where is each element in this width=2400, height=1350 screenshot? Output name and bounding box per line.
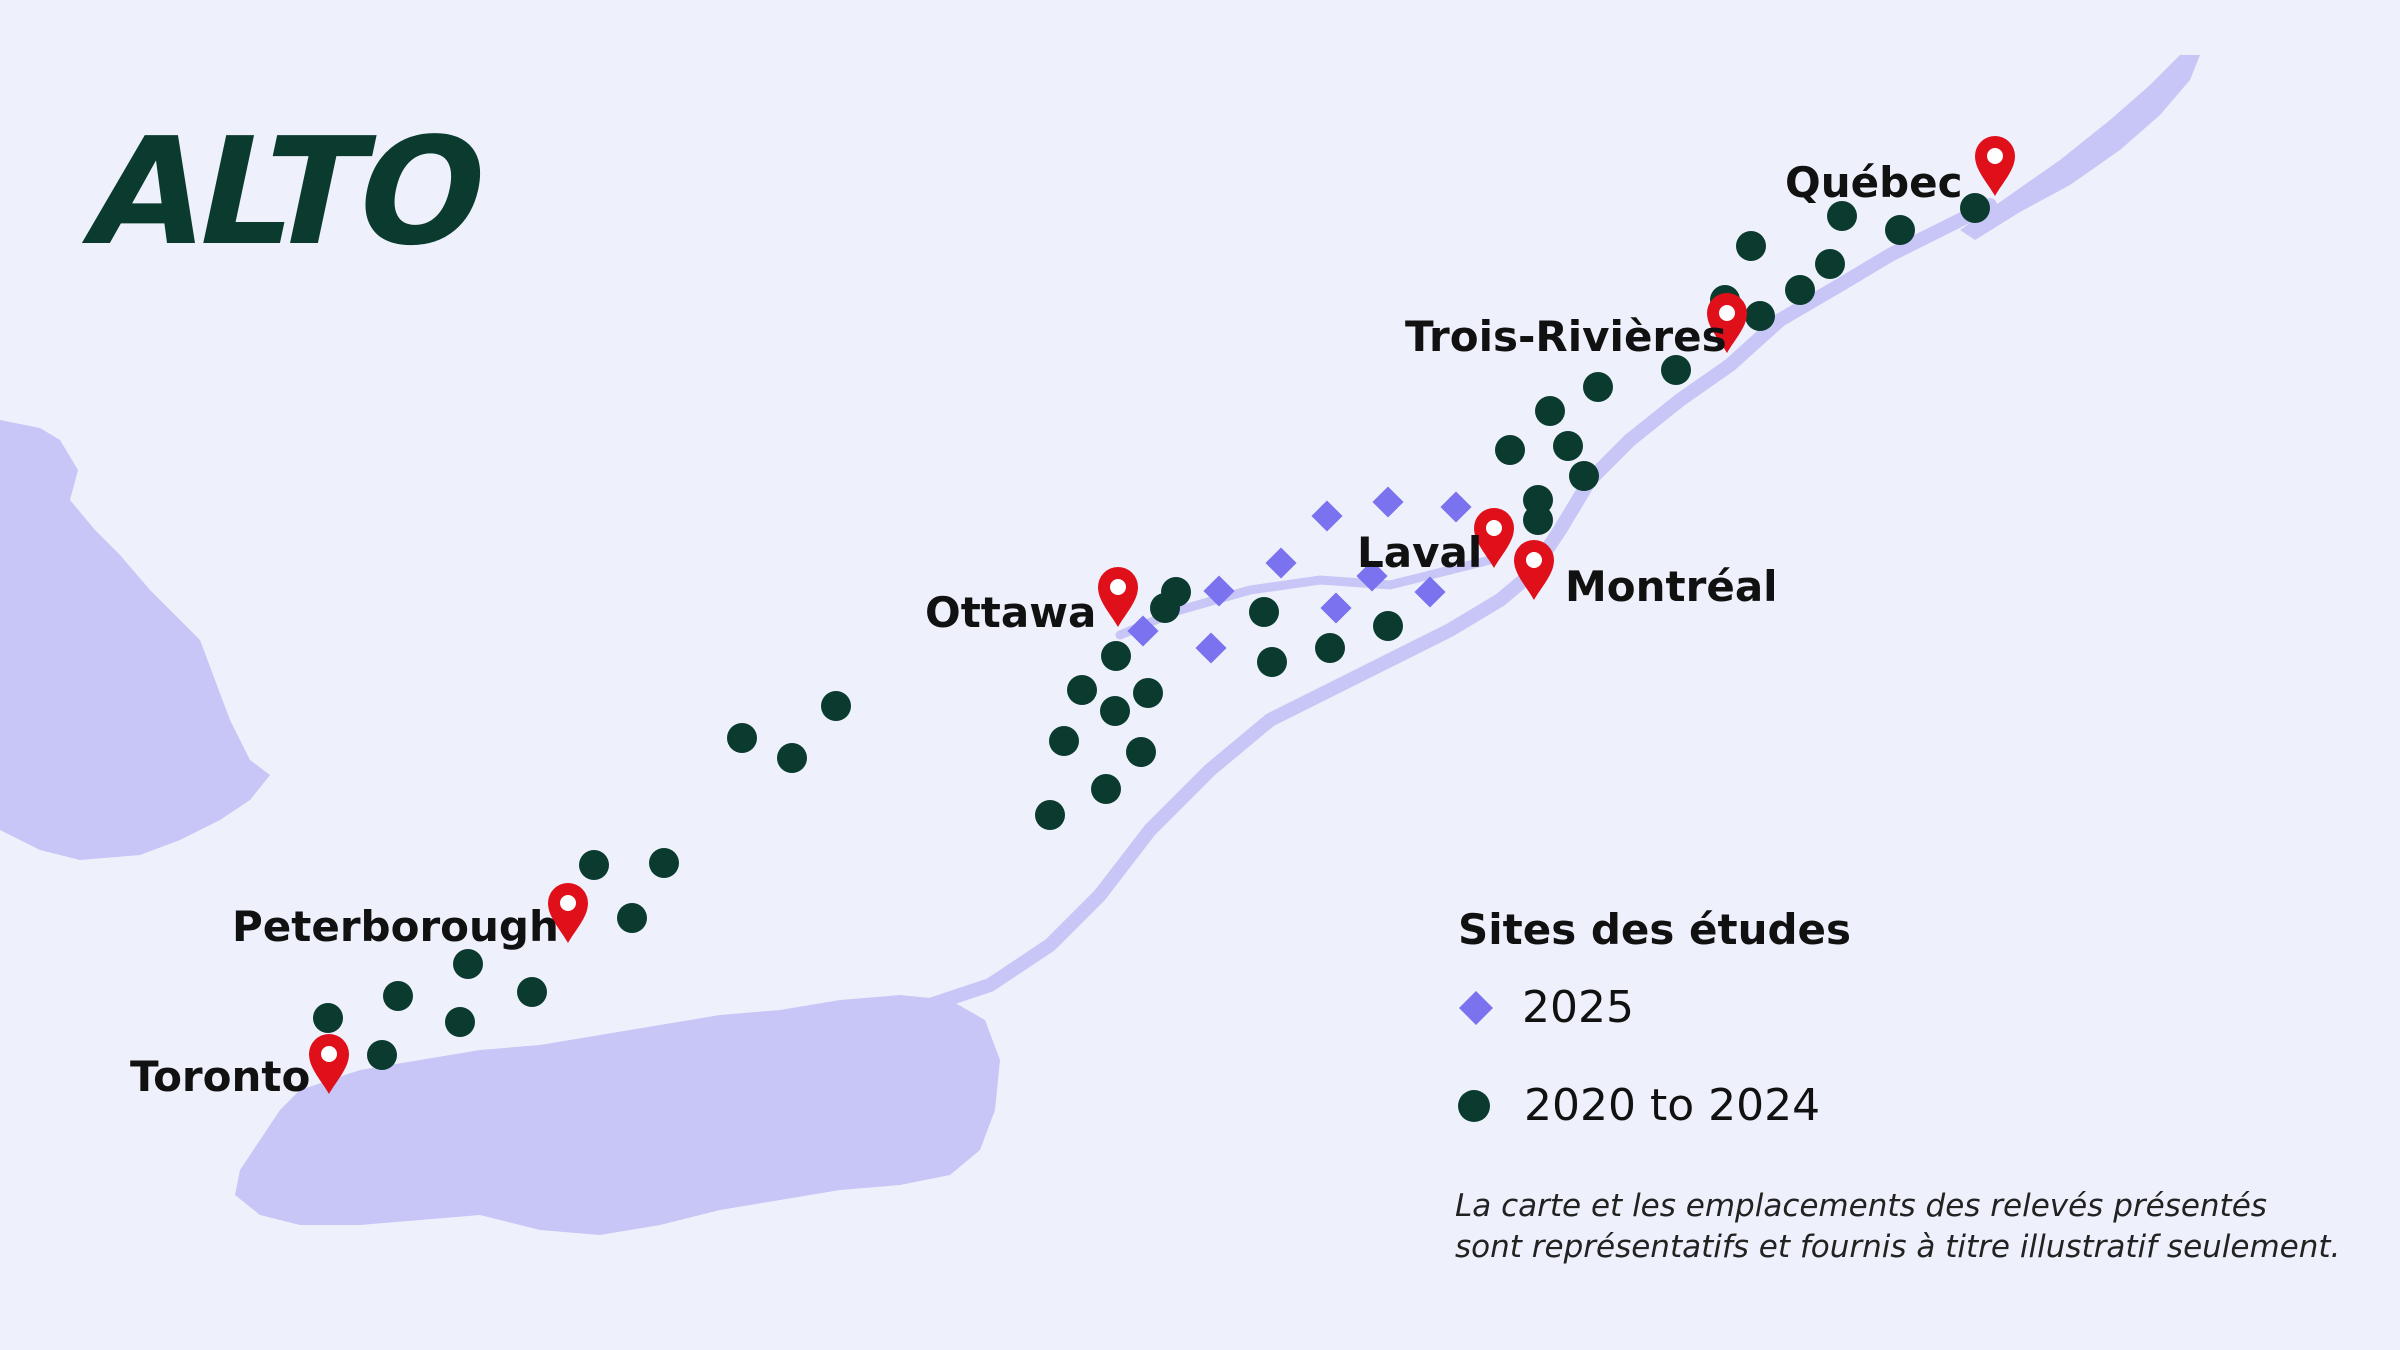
site-2020-2024-marker (1815, 249, 1845, 279)
city-label-montreal: Montréal (1565, 562, 1778, 611)
site-2025-marker (1311, 500, 1343, 532)
site-2020-2024-marker (1960, 193, 1990, 223)
alto-logo: ALTO (73, 106, 498, 278)
map-pin-icon (1098, 567, 1138, 627)
site-2020-2024-marker (1745, 301, 1775, 331)
legend-item-2020-2024: 2020 to 2024 (1458, 1080, 1820, 1131)
map-pin-icon (1975, 136, 2015, 196)
site-2020-2024-marker (313, 1003, 343, 1033)
georgian-bay-water (0, 420, 270, 860)
disclaimer-line-1: La carte et les emplacements des relevés… (1455, 1188, 2267, 1224)
site-2020-2024-marker (579, 850, 609, 880)
site-2020-2024-marker (1827, 201, 1857, 231)
site-2020-2024-marker (1785, 275, 1815, 305)
city-label-quebec: Québec (1785, 158, 1963, 207)
map-pin-icon (548, 883, 588, 943)
diamond-icon (1459, 990, 1493, 1025)
site-2020-2024-marker (1249, 597, 1279, 627)
ottawa-river (1115, 555, 1495, 640)
site-2020-2024-marker (1150, 593, 1180, 623)
site-2020-2024-marker (1553, 431, 1583, 461)
site-2020-2024-marker (617, 903, 647, 933)
site-2025-marker (1265, 547, 1297, 579)
map-pin-icon (1474, 508, 1514, 568)
site-2025-marker (1440, 491, 1472, 523)
site-2020-2024-marker (1569, 461, 1599, 491)
site-2020-2024-marker (1100, 696, 1130, 726)
site-2020-2024-marker (445, 1007, 475, 1037)
site-2020-2024-marker (1035, 800, 1065, 830)
site-2020-2024-marker (1133, 678, 1163, 708)
disclaimer: La carte et les emplacements des relevés… (1455, 1186, 2340, 1268)
legend-title: Sites des études (1458, 905, 1852, 954)
map-pin-icon (1707, 293, 1747, 353)
site-2020-2024-marker (1583, 372, 1613, 402)
site-2020-2024-marker (777, 743, 807, 773)
city-pins-layer (309, 136, 2015, 1094)
circle-icon (1458, 1089, 1490, 1122)
city-label-trois-rivieres: Trois-Rivières (1405, 312, 1727, 361)
city-label-ottawa: Ottawa (925, 588, 1097, 637)
city-label-toronto: Toronto (130, 1052, 311, 1101)
map-pin-icon (309, 1034, 349, 1094)
st-lawrence-river (923, 198, 1997, 1012)
site-2020-2024-marker (1257, 647, 1287, 677)
lake-ontario-water (235, 995, 1000, 1235)
city-label-peterborough: Peterborough (232, 902, 559, 951)
site-2025-marker (1320, 592, 1352, 624)
legend-label-2025: 2025 (1522, 982, 1634, 1033)
site-2025-marker (1195, 632, 1227, 664)
site-2020-2024-marker (649, 848, 679, 878)
site-2020-2024-marker (1661, 355, 1691, 385)
site-2020-2024-marker (1049, 726, 1079, 756)
site-2020-2024-marker (1315, 633, 1345, 663)
site-2025-marker (1372, 486, 1404, 518)
site-2020-2024-marker (1523, 505, 1553, 535)
site-2020-2024-marker (727, 723, 757, 753)
site-2020-2024-marker (821, 691, 851, 721)
st-lawrence-estuary (1960, 55, 2200, 240)
site-2020-2024-marker (1067, 675, 1097, 705)
site-2020-2024-marker (1091, 774, 1121, 804)
city-label-laval: Laval (1357, 528, 1483, 577)
site-2020-2024-marker (1736, 231, 1766, 261)
map-pin-icon (1514, 540, 1554, 600)
legend-label-2020-2024: 2020 to 2024 (1524, 1080, 1821, 1131)
site-2020-2024-marker (1535, 396, 1565, 426)
site-2020-2024-marker (1101, 641, 1131, 671)
site-2020-2024-marker (1885, 215, 1915, 245)
site-2020-2024-marker (1126, 737, 1156, 767)
disclaimer-line-2: sont représentatifs et fournis à titre i… (1455, 1229, 2341, 1265)
site-2020-2024-marker (1495, 435, 1525, 465)
legend-item-2025: 2025 (1458, 982, 1634, 1033)
site-2020-2024-marker (1373, 611, 1403, 641)
site-2020-2024-marker (383, 981, 413, 1011)
site-2020-2024-marker (453, 949, 483, 979)
site-2020-2024-marker (367, 1040, 397, 1070)
site-2020-2024-marker (517, 977, 547, 1007)
